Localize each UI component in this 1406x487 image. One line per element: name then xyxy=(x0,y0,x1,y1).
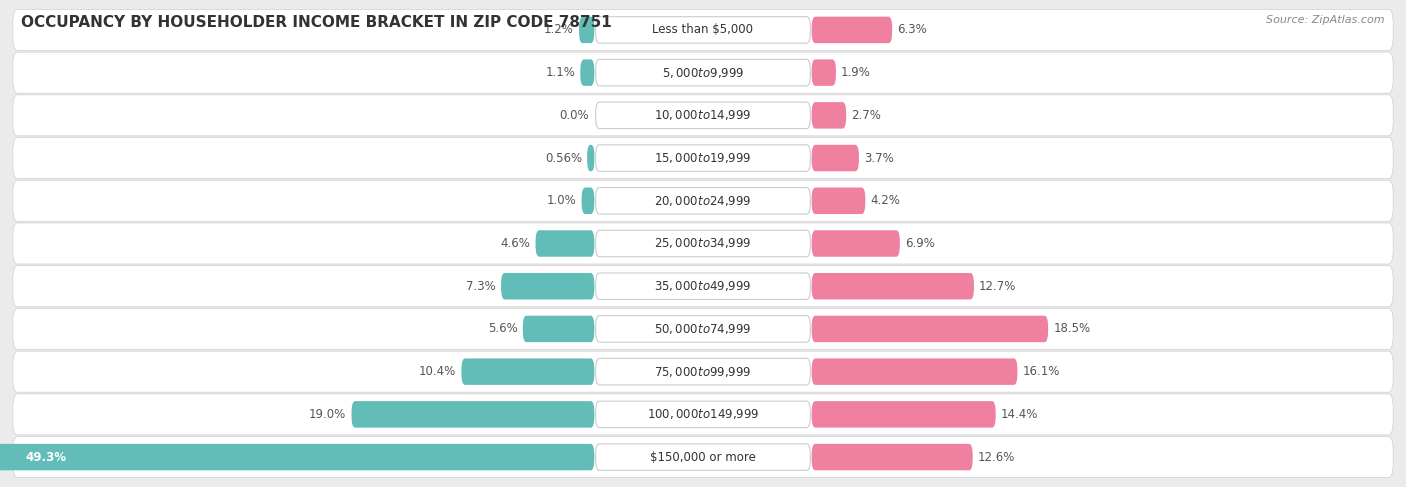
FancyBboxPatch shape xyxy=(811,444,973,470)
Text: $5,000 to $9,999: $5,000 to $9,999 xyxy=(662,66,744,79)
FancyBboxPatch shape xyxy=(13,394,1393,435)
FancyBboxPatch shape xyxy=(596,59,810,86)
FancyBboxPatch shape xyxy=(13,180,1393,221)
Text: $25,000 to $34,999: $25,000 to $34,999 xyxy=(654,237,752,250)
Text: $50,000 to $74,999: $50,000 to $74,999 xyxy=(654,322,752,336)
Text: 10.4%: 10.4% xyxy=(419,365,457,378)
FancyBboxPatch shape xyxy=(13,52,1393,93)
Text: Less than $5,000: Less than $5,000 xyxy=(652,23,754,37)
FancyBboxPatch shape xyxy=(811,187,865,214)
Text: OCCUPANCY BY HOUSEHOLDER INCOME BRACKET IN ZIP CODE 78751: OCCUPANCY BY HOUSEHOLDER INCOME BRACKET … xyxy=(21,15,612,30)
Text: 0.0%: 0.0% xyxy=(560,109,589,122)
FancyBboxPatch shape xyxy=(596,401,810,428)
FancyBboxPatch shape xyxy=(811,316,1047,342)
Text: 2.7%: 2.7% xyxy=(851,109,882,122)
FancyBboxPatch shape xyxy=(536,230,595,257)
FancyBboxPatch shape xyxy=(13,9,1393,51)
Text: 1.1%: 1.1% xyxy=(546,66,575,79)
Text: 4.2%: 4.2% xyxy=(870,194,900,207)
Text: $150,000 or more: $150,000 or more xyxy=(650,450,756,464)
Text: 4.6%: 4.6% xyxy=(501,237,530,250)
FancyBboxPatch shape xyxy=(582,187,595,214)
FancyBboxPatch shape xyxy=(13,137,1393,179)
FancyBboxPatch shape xyxy=(13,308,1393,350)
FancyBboxPatch shape xyxy=(13,351,1393,392)
FancyBboxPatch shape xyxy=(523,316,595,342)
FancyBboxPatch shape xyxy=(596,358,810,385)
FancyBboxPatch shape xyxy=(596,102,810,129)
Text: 6.9%: 6.9% xyxy=(905,237,935,250)
FancyBboxPatch shape xyxy=(811,145,859,171)
Text: 6.3%: 6.3% xyxy=(897,23,927,37)
FancyBboxPatch shape xyxy=(13,95,1393,136)
Text: 49.3%: 49.3% xyxy=(25,450,66,464)
Text: 3.7%: 3.7% xyxy=(865,151,894,165)
Text: $100,000 to $149,999: $100,000 to $149,999 xyxy=(647,408,759,421)
Text: 18.5%: 18.5% xyxy=(1053,322,1090,336)
Text: 1.2%: 1.2% xyxy=(544,23,574,37)
FancyBboxPatch shape xyxy=(581,59,595,86)
FancyBboxPatch shape xyxy=(13,266,1393,307)
Text: 1.9%: 1.9% xyxy=(841,66,870,79)
FancyBboxPatch shape xyxy=(811,401,995,428)
Text: $10,000 to $14,999: $10,000 to $14,999 xyxy=(654,108,752,122)
FancyBboxPatch shape xyxy=(13,436,1393,478)
FancyBboxPatch shape xyxy=(461,358,595,385)
FancyBboxPatch shape xyxy=(501,273,595,300)
Text: 1.0%: 1.0% xyxy=(547,194,576,207)
FancyBboxPatch shape xyxy=(596,145,810,171)
Text: 12.6%: 12.6% xyxy=(977,450,1015,464)
FancyBboxPatch shape xyxy=(811,230,900,257)
FancyBboxPatch shape xyxy=(811,273,974,300)
FancyBboxPatch shape xyxy=(13,223,1393,264)
FancyBboxPatch shape xyxy=(596,187,810,214)
Text: 7.3%: 7.3% xyxy=(467,280,496,293)
Text: $35,000 to $49,999: $35,000 to $49,999 xyxy=(654,279,752,293)
Text: 16.1%: 16.1% xyxy=(1022,365,1060,378)
FancyBboxPatch shape xyxy=(811,17,893,43)
FancyBboxPatch shape xyxy=(0,444,595,470)
FancyBboxPatch shape xyxy=(811,102,846,129)
FancyBboxPatch shape xyxy=(588,145,595,171)
Text: 0.56%: 0.56% xyxy=(546,151,582,165)
FancyBboxPatch shape xyxy=(811,358,1018,385)
FancyBboxPatch shape xyxy=(596,230,810,257)
FancyBboxPatch shape xyxy=(579,17,595,43)
FancyBboxPatch shape xyxy=(596,273,810,300)
FancyBboxPatch shape xyxy=(596,17,810,43)
FancyBboxPatch shape xyxy=(596,444,810,470)
FancyBboxPatch shape xyxy=(811,59,837,86)
Text: Source: ZipAtlas.com: Source: ZipAtlas.com xyxy=(1267,15,1385,25)
Text: $15,000 to $19,999: $15,000 to $19,999 xyxy=(654,151,752,165)
Text: $20,000 to $24,999: $20,000 to $24,999 xyxy=(654,194,752,208)
Text: 12.7%: 12.7% xyxy=(979,280,1017,293)
Text: 5.6%: 5.6% xyxy=(488,322,517,336)
Text: $75,000 to $99,999: $75,000 to $99,999 xyxy=(654,365,752,379)
Text: 19.0%: 19.0% xyxy=(309,408,346,421)
FancyBboxPatch shape xyxy=(352,401,595,428)
Text: 14.4%: 14.4% xyxy=(1001,408,1038,421)
FancyBboxPatch shape xyxy=(596,316,810,342)
